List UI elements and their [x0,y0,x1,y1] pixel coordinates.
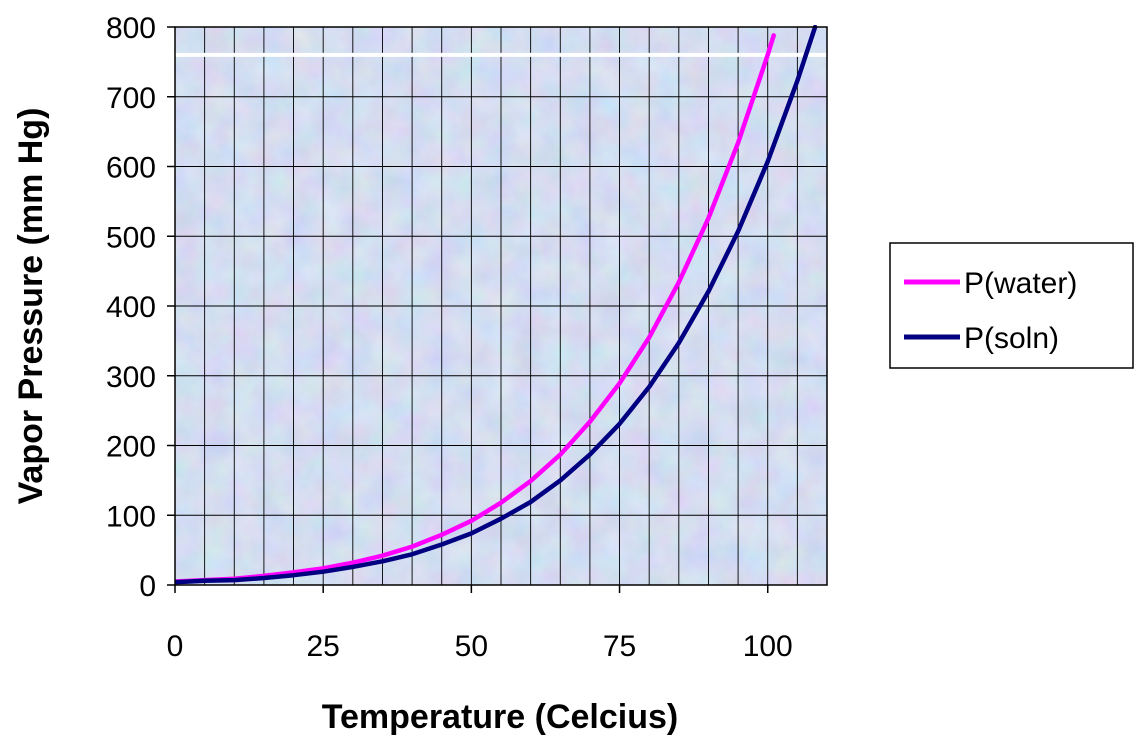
y-tick-labels: 0 100 200 300 400 500 600 700 800 [106,12,156,603]
y-tick-label: 500 [106,221,156,254]
legend: P(water) P(soln) [889,242,1134,369]
x-tick-label: 100 [743,630,793,663]
y-tick-label: 800 [106,12,156,45]
legend-label-soln: P(soln) [964,322,1059,355]
x-tick-label: 0 [167,630,184,663]
x-tick-label: 25 [306,630,339,663]
y-axis-title: Vapor Pressure (mm Hg) [12,108,50,505]
legend-box [889,242,1134,369]
x-tick-label: 75 [603,630,636,663]
series-line-0 [175,33,776,584]
plot-area [174,25,828,586]
axis-ticks [167,26,769,593]
series-layer [175,25,818,585]
x-axis-title: Temperature (Celcius) [322,698,678,736]
legend-label-water: P(water) [964,267,1077,300]
y-tick-label: 600 [106,152,156,185]
series-line-1 [175,25,818,585]
y-tick-label: 700 [106,82,156,115]
y-tick-label: 0 [139,570,156,603]
y-tick-label: 100 [106,500,156,533]
x-tick-labels: 0 25 50 75 100 [167,630,793,663]
y-tick-label: 200 [106,431,156,464]
y-tick-label: 300 [106,361,156,394]
gridlines [175,27,827,585]
y-tick-label: 400 [106,291,156,324]
x-tick-label: 50 [455,630,488,663]
